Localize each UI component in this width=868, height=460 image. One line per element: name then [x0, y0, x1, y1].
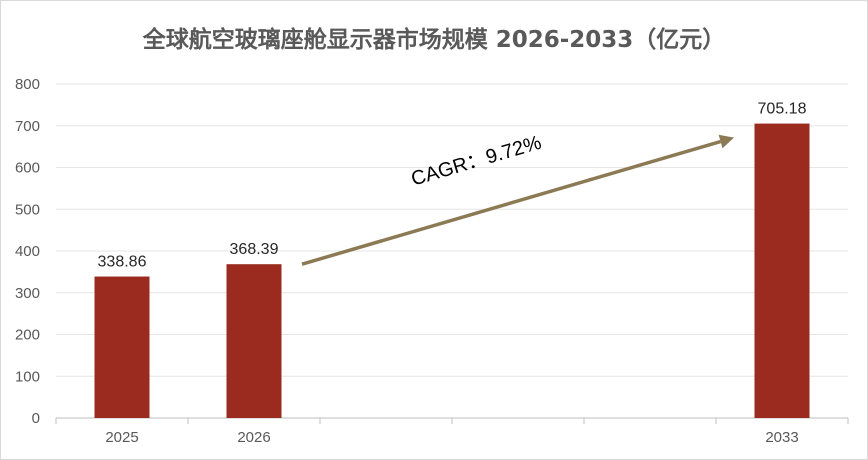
y-tick-label: 500 — [15, 201, 40, 218]
data-label: 705.18 — [758, 101, 807, 118]
bar — [226, 264, 282, 418]
cagr-arrow-line — [301, 139, 722, 266]
x-tick-label: 2026 — [237, 429, 270, 446]
y-tick-label: 700 — [15, 118, 40, 135]
grid-lines — [56, 83, 848, 377]
bars — [94, 123, 810, 419]
data-label: 368.39 — [230, 241, 279, 258]
cagr-arrow-head — [718, 134, 734, 149]
data-labels: 338.86 368.39 705.18 — [98, 101, 807, 271]
y-tick-label: 100 — [15, 368, 40, 385]
bar — [94, 276, 150, 418]
y-tick-label: 300 — [15, 285, 40, 302]
y-tick-label: 800 — [15, 76, 40, 93]
x-tick-label: 2025 — [105, 429, 138, 446]
axes: 0 100 200 300 400 500 600 700 800 2025 2026 2033 — [15, 76, 849, 446]
cagr-annotation: CAGR：9.72% — [301, 132, 734, 266]
y-tick-label: 200 — [15, 327, 40, 344]
cagr-label: CAGR：9.72% — [409, 132, 544, 191]
x-tick-label: 2033 — [765, 429, 798, 446]
chart-title: 全球航空玻璃座舱显示器市场规模 2026-2033（亿元） — [142, 27, 726, 53]
y-tick-label: 0 — [32, 410, 40, 427]
y-tick-label: 600 — [15, 160, 40, 177]
data-label: 338.86 — [98, 254, 147, 271]
bar — [754, 123, 810, 419]
y-tick-label: 400 — [15, 243, 40, 260]
